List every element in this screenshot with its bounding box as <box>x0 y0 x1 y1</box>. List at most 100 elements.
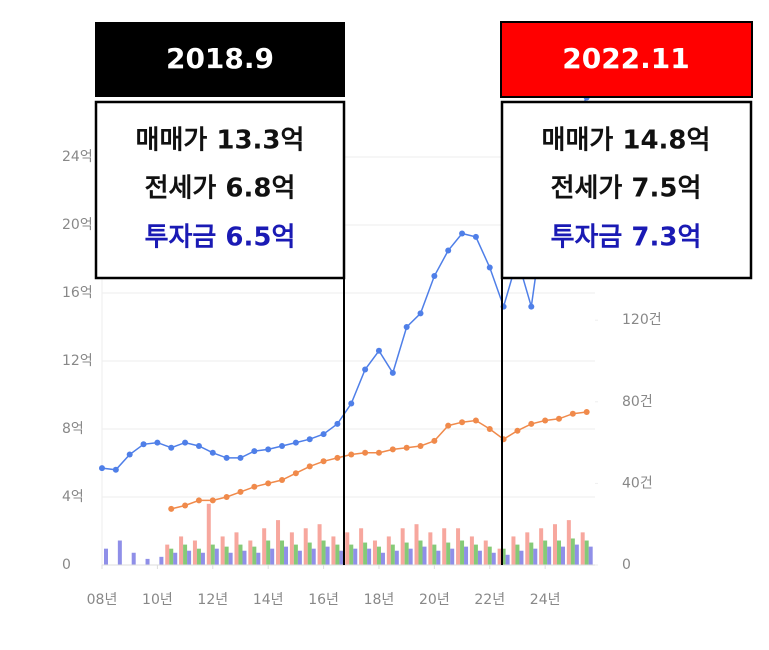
bar <box>192 540 197 565</box>
bar <box>491 552 496 565</box>
data-point <box>237 454 244 461</box>
bar <box>367 548 372 565</box>
bar <box>560 546 565 565</box>
data-point <box>362 449 369 456</box>
y2-tick-label: 40건 <box>622 475 653 491</box>
data-point <box>292 470 299 477</box>
data-point <box>154 439 161 446</box>
bar <box>335 544 340 565</box>
bar <box>525 532 530 565</box>
bar <box>533 548 538 565</box>
data-point <box>320 458 327 465</box>
data-point <box>168 444 175 451</box>
y-tick-label: 20억 <box>62 217 93 233</box>
data-point <box>195 497 202 504</box>
bar <box>242 550 247 565</box>
data-point <box>99 465 105 472</box>
bar <box>145 558 150 565</box>
bar <box>436 550 441 565</box>
y-tick-label: 16억 <box>62 285 93 301</box>
bar <box>307 542 312 565</box>
bar <box>446 542 451 565</box>
bar <box>248 540 253 565</box>
data-point <box>348 451 355 458</box>
bar <box>266 540 271 565</box>
data-point <box>542 417 549 424</box>
bar <box>183 544 188 565</box>
bar <box>321 540 326 565</box>
x-tick-label: 18년 <box>364 592 395 608</box>
bar <box>270 548 275 565</box>
bar <box>363 542 368 565</box>
data-point <box>528 303 535 310</box>
bar <box>276 520 281 565</box>
series-line <box>171 411 587 510</box>
bar <box>460 540 465 565</box>
bar <box>196 548 201 565</box>
x-tick-label: 24년 <box>530 592 561 608</box>
bar <box>131 552 136 565</box>
bar <box>210 544 215 565</box>
bar <box>117 540 122 565</box>
date-box <box>500 21 753 98</box>
bar <box>456 528 461 565</box>
bar <box>165 544 170 565</box>
bar <box>400 528 405 565</box>
data-point <box>112 466 119 473</box>
bar <box>588 546 593 565</box>
bar <box>179 536 184 565</box>
data-point <box>223 494 230 500</box>
date-box <box>95 22 345 97</box>
bar <box>473 544 478 565</box>
bar <box>262 528 267 565</box>
data-point <box>445 247 452 254</box>
bar <box>317 524 322 565</box>
bar <box>206 503 211 565</box>
bar <box>353 548 358 565</box>
bar <box>584 540 589 565</box>
bar <box>325 546 330 565</box>
data-point <box>459 419 466 426</box>
y-tick-label: 24억 <box>62 149 93 165</box>
bar <box>386 536 391 565</box>
x-tick-label: 10년 <box>142 592 173 608</box>
x-tick-label: 12년 <box>197 592 228 608</box>
data-point <box>306 436 313 443</box>
data-point <box>389 446 396 453</box>
data-point <box>459 230 466 237</box>
bar <box>497 548 502 565</box>
data-point <box>334 420 341 427</box>
data-point <box>514 427 521 434</box>
plot-area: 0 4억 8억 12억 16억 20억 24억 0 40건 80건 120건 08년 10년 12년 14년… <box>62 94 662 608</box>
data-point <box>279 477 286 483</box>
bar <box>432 544 437 565</box>
bar <box>390 544 395 565</box>
data-point <box>209 497 216 504</box>
y2-tick-label: 80건 <box>622 394 653 410</box>
bar <box>289 532 294 565</box>
y-tick-label: 12억 <box>62 353 93 369</box>
data-point <box>348 400 355 407</box>
data-point <box>126 451 133 458</box>
bar <box>349 544 354 565</box>
y-tick-label: 4억 <box>62 489 84 505</box>
bar <box>252 546 257 565</box>
data-point <box>403 324 410 330</box>
bar <box>487 546 492 565</box>
info-line: 투자금 7.3억 <box>551 223 702 253</box>
bar <box>501 548 506 565</box>
data-point <box>417 443 424 449</box>
bar <box>414 524 419 565</box>
info-line: 전세가 6.8억 <box>145 174 296 204</box>
data-point <box>472 417 479 424</box>
bar <box>293 544 298 565</box>
data-point <box>417 310 424 317</box>
bar <box>422 546 427 565</box>
data-point <box>292 439 299 446</box>
date-label: 2018.9 <box>166 42 274 75</box>
bar <box>359 528 364 565</box>
info-box <box>500 100 753 280</box>
info-box <box>94 100 346 280</box>
data-point <box>375 347 382 354</box>
info-line: 매매가 14.8억 <box>542 126 711 156</box>
